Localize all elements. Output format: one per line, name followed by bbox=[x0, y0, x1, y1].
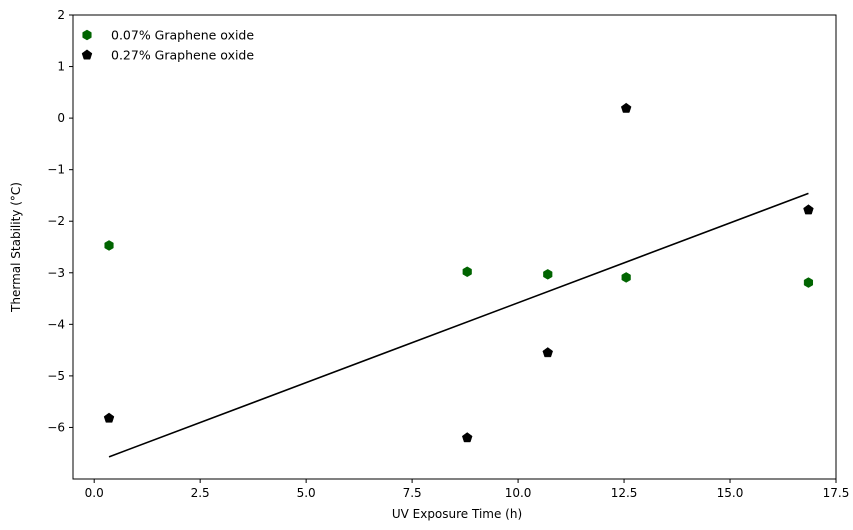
y-tick-label: 1 bbox=[57, 60, 65, 74]
x-tick-label: 15.0 bbox=[717, 486, 744, 500]
data-point bbox=[461, 432, 473, 443]
data-point bbox=[543, 269, 553, 280]
data-point bbox=[803, 204, 814, 215]
x-axis: 0.0 2.5 5.0 7.5 10.0 12.5 15.0 17.5 bbox=[85, 479, 850, 500]
data-point bbox=[542, 347, 553, 358]
y-tick-label: 2 bbox=[57, 8, 65, 22]
x-tick-label: 10.0 bbox=[505, 486, 532, 500]
legend-label: 0.27% Graphene oxide bbox=[111, 48, 254, 63]
x-tick-label: 2.5 bbox=[191, 486, 210, 500]
y-tick-label: −6 bbox=[47, 420, 65, 434]
y-axis-label: Thermal Stability (°C) bbox=[9, 182, 23, 313]
y-tick-label: −3 bbox=[47, 266, 65, 280]
y-tick-label: −1 bbox=[47, 163, 65, 177]
data-point bbox=[620, 102, 632, 113]
data-point bbox=[104, 240, 114, 251]
data-point bbox=[103, 412, 115, 423]
x-tick-label: 12.5 bbox=[611, 486, 638, 500]
trend-line bbox=[108, 192, 809, 458]
x-tick-label: 17.5 bbox=[823, 486, 850, 500]
x-axis-label: UV Exposure Time (h) bbox=[392, 507, 522, 521]
data-point bbox=[462, 266, 472, 278]
legend: 0.07% Graphene oxide 0.27% Graphene oxide bbox=[81, 28, 254, 63]
legend-label: 0.07% Graphene oxide bbox=[111, 28, 254, 43]
y-axis: −6 −5 −4 −3 −2 −1 0 1 2 bbox=[47, 8, 73, 434]
series-2 bbox=[103, 102, 814, 443]
x-tick-label: 5.0 bbox=[297, 486, 316, 500]
series-1 bbox=[104, 240, 814, 288]
y-tick-label: −4 bbox=[47, 317, 65, 331]
plot-area bbox=[72, 14, 837, 480]
data-point bbox=[621, 272, 631, 283]
legend-marker bbox=[81, 49, 93, 60]
x-tick-label: 0.0 bbox=[85, 486, 104, 500]
x-tick-label: 7.5 bbox=[403, 486, 422, 500]
y-tick-label: −2 bbox=[47, 214, 65, 228]
y-tick-label: −5 bbox=[47, 369, 65, 383]
plot-frame bbox=[72, 14, 837, 480]
data-point bbox=[803, 277, 814, 288]
legend-marker bbox=[82, 29, 92, 41]
y-tick-label: 0 bbox=[57, 111, 65, 125]
